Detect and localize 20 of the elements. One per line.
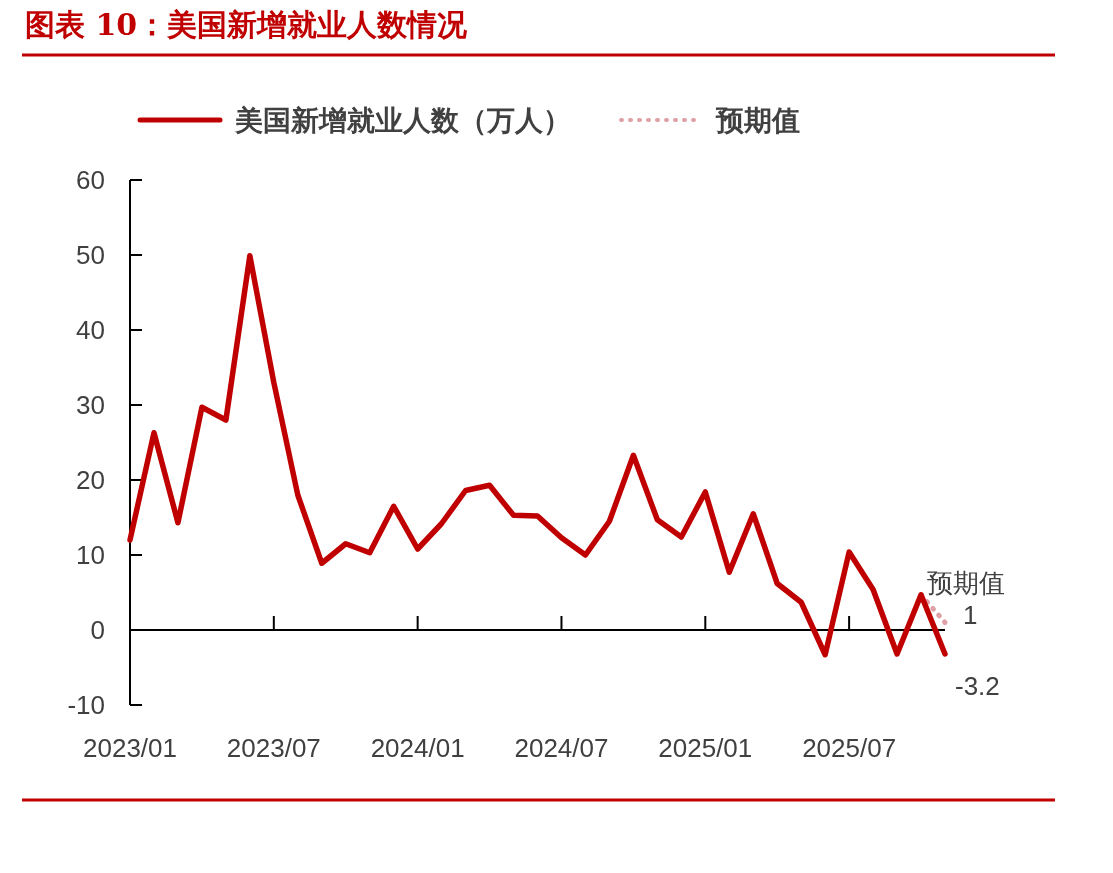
y-tick-label: 20 — [76, 465, 105, 495]
chart-title: 图表 10：美国新增就业人数情况 — [25, 7, 469, 42]
annotation: 预期值 — [927, 567, 1005, 598]
x-tick-label: 2023/07 — [226, 733, 321, 763]
y-tick-label: 50 — [76, 240, 105, 270]
legend-label: 预期值 — [715, 105, 800, 136]
x-tick-label: 2024/01 — [370, 733, 465, 763]
annotation: -3.2 — [955, 671, 1000, 701]
x-tick-label: 2025/01 — [658, 733, 753, 763]
y-tick-label: 30 — [76, 390, 105, 420]
legend-label: 美国新增就业人数（万人） — [234, 105, 571, 136]
y-tick-label: 40 — [76, 315, 105, 345]
y-tick-label: 10 — [76, 540, 105, 570]
y-tick-label: 0 — [90, 615, 105, 645]
x-tick-label: 2024/07 — [514, 733, 609, 763]
x-tick-label: 2023/01 — [83, 733, 177, 763]
y-tick-label: -10 — [67, 690, 105, 720]
annotation: 1 — [963, 599, 978, 630]
x-tick-label: 2025/07 — [802, 733, 897, 763]
y-tick-label: 60 — [76, 165, 105, 195]
